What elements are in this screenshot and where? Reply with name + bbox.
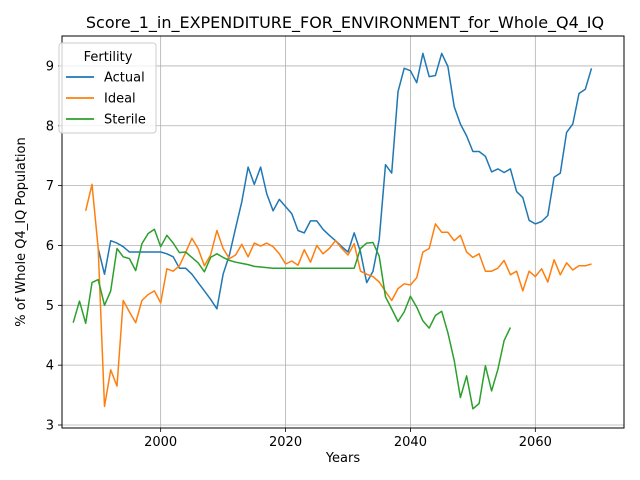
y-tick-label: 5 <box>46 299 54 314</box>
x-tick-label: 2060 <box>519 435 552 450</box>
legend-label-actual: Actual <box>104 71 145 86</box>
x-tick-label: 2020 <box>269 435 302 450</box>
legend-label-ideal: Ideal <box>104 92 136 107</box>
y-axis-label: % of Whole Q4_IQ Population <box>14 137 29 326</box>
chart-title: Score_1_in_EXPENDITURE_FOR_ENVIRONMENT_f… <box>86 13 604 33</box>
y-tick-label: 9 <box>46 59 54 74</box>
x-tick-label: 2040 <box>394 435 427 450</box>
legend-label-sterile: Sterile <box>104 113 146 128</box>
y-tick-label: 7 <box>46 179 54 194</box>
x-tick-label: 2000 <box>144 435 177 450</box>
x-axis-label: Years <box>325 451 361 466</box>
y-tick-label: 4 <box>46 359 54 374</box>
legend-title: Fertility <box>84 50 133 65</box>
legend: Fertility Actual Ideal Sterile <box>59 43 156 133</box>
y-tick-label: 3 <box>46 419 54 434</box>
y-tick-label: 6 <box>46 239 54 254</box>
y-tick-label: 8 <box>46 119 54 134</box>
